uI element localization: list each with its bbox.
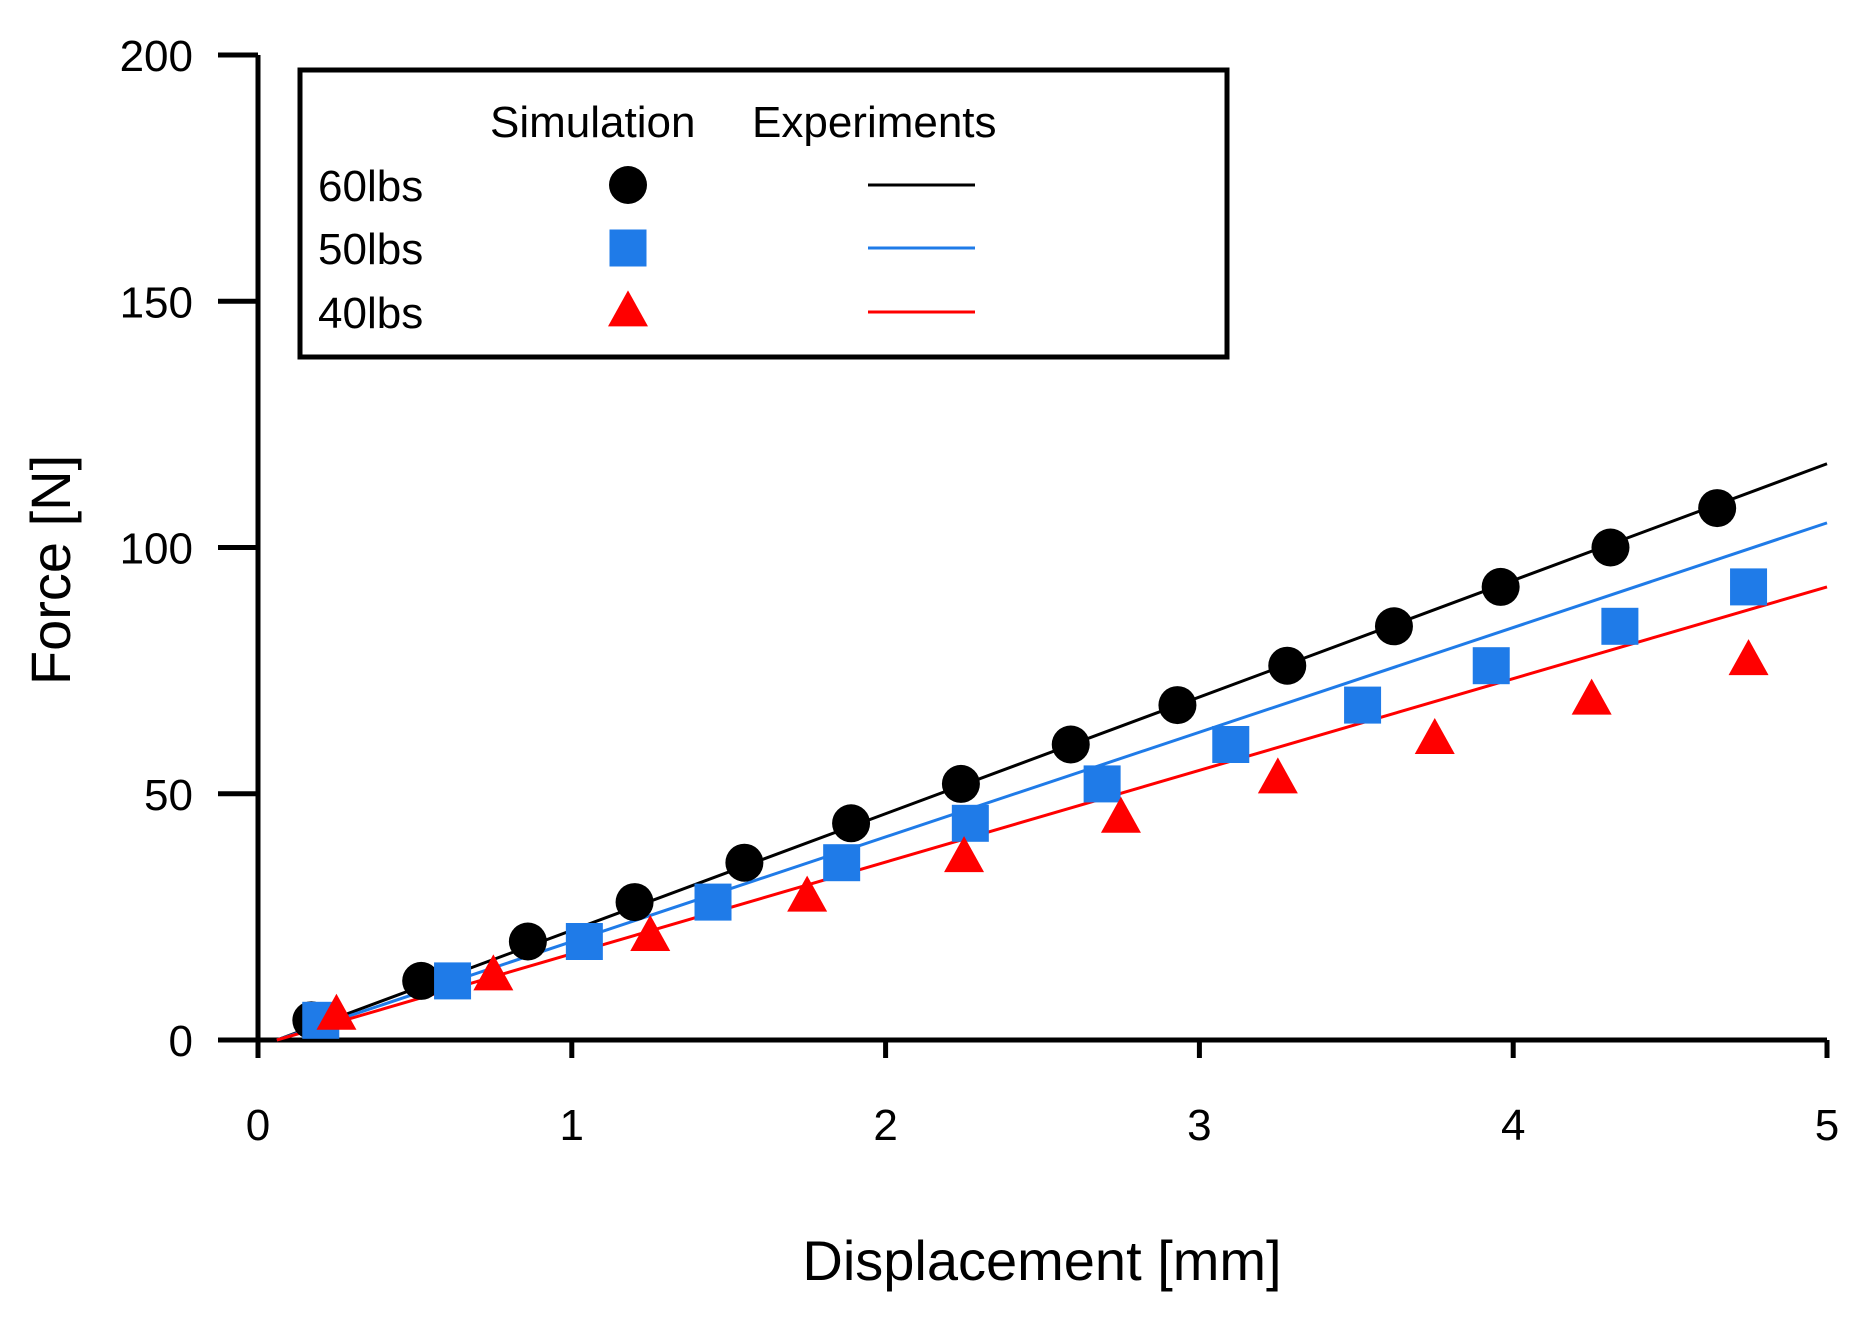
legend-header-experiments: Experiments [752,98,997,147]
point-60lbs [1698,489,1737,528]
point-40lbs [473,954,514,991]
point-60lbs [832,804,871,843]
legend-rows: 60lbs 50lbs 40lbs [318,162,975,338]
experiment-line-50lbs [276,521,1828,1042]
x-axis-title: Displacement [mm] [802,1229,1281,1292]
point-60lbs [1268,646,1307,685]
point-60lbs [725,843,764,882]
point-50lbs [951,804,989,842]
y-tick-label: 100 [120,525,193,574]
y-tick-label: 150 [120,278,193,327]
point-60lbs [1158,686,1197,725]
legend-label-50lbs: 50lbs [318,225,423,274]
x-tick-label: 1 [560,1101,584,1150]
point-60lbs [1591,528,1630,567]
x-tick-label: 0 [246,1101,270,1150]
point-60lbs [1051,725,1090,764]
point-50lbs [1212,726,1250,763]
legend-marker-50lbs [609,229,647,267]
legend-header-simulation: Simulation [490,98,695,147]
point-60lbs [615,883,654,922]
y-axis-title: Force [N] [19,455,82,685]
point-50lbs [434,962,472,1000]
point-60lbs [1374,607,1413,646]
experiment-line-40lbs [276,585,1828,1042]
point-40lbs [1100,796,1141,833]
legend-label-60lbs: 60lbs [318,162,423,211]
point-40lbs [316,993,357,1030]
point-60lbs [508,922,547,961]
point-40lbs [787,875,828,912]
point-50lbs [1472,647,1510,685]
legend-box [297,67,1230,360]
y-tick-label: 50 [144,771,193,820]
point-50lbs [694,883,732,921]
point-50lbs [823,844,861,882]
simulation-markers [292,489,1769,1040]
y-tick-label: 0 [169,1017,193,1066]
x-tick-label: 2 [873,1101,897,1150]
x-tick-label: 3 [1187,1101,1211,1150]
point-40lbs [1728,639,1769,676]
point-50lbs [1083,765,1121,803]
point-40lbs [1414,717,1455,754]
legend-marker-60lbs [609,166,647,204]
legend-marker-40lbs [608,290,648,327]
point-60lbs [1481,567,1520,606]
point-50lbs [1730,568,1768,606]
point-50lbs [565,923,603,960]
point-40lbs [1257,757,1298,794]
y-tick-label: 200 [120,32,193,81]
point-40lbs [630,914,671,951]
point-40lbs [944,836,985,873]
x-tick-label: 4 [1501,1101,1525,1150]
point-50lbs [1601,607,1639,645]
legend: Simulation Experiments 60lbs 50lbs 40lbs [297,67,1230,360]
x-tick-label: 5 [1815,1101,1839,1150]
point-50lbs [1344,686,1382,724]
legend-label-40lbs: 40lbs [318,289,423,338]
point-60lbs [941,764,980,803]
tick-marks [218,52,1830,1058]
point-40lbs [1571,678,1612,715]
point-60lbs [402,961,441,1000]
